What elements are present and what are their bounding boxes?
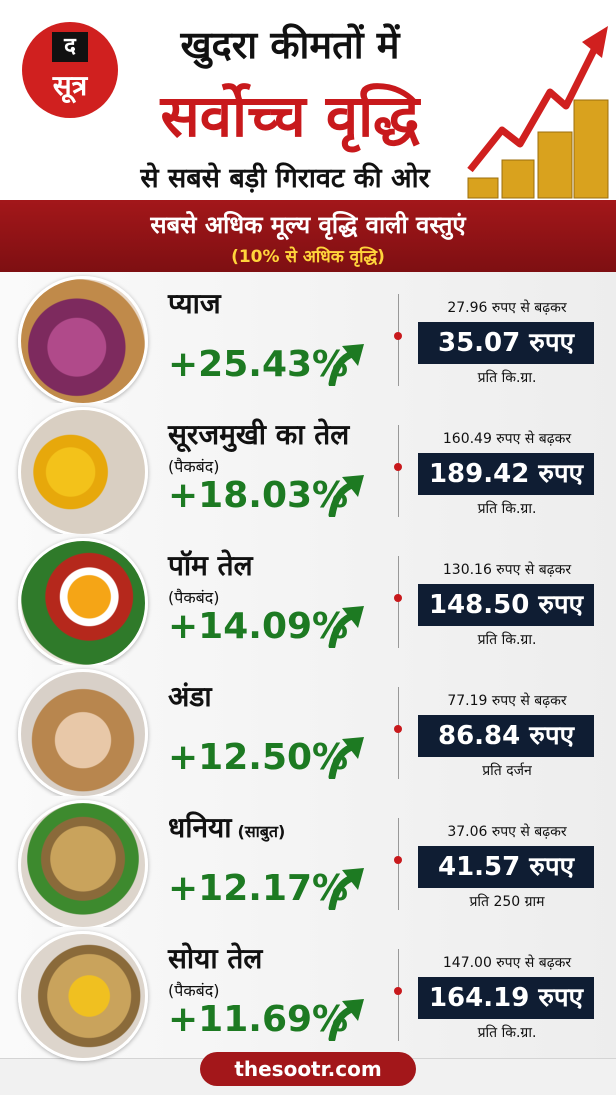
price-to: 148.50 रुपए [418,584,594,626]
item-row: सूरजमुखी का तेल (पैकबंद) +18.03% 160.49 रुप… [0,403,616,537]
item-row: सोया तेल (पैकबंद) +11.69% 147.00 रुपए से बढ… [0,927,616,1061]
item-name-text: धनिया [168,811,232,844]
footer-site: thesootr.com [200,1052,416,1086]
divider-dot [394,332,402,340]
item-change: +11.69% [168,999,349,1040]
item-image [18,669,148,799]
item-change: +25.43% [168,344,349,385]
up-arrow [328,868,364,910]
price-to: 35.07 रुपए [418,322,594,364]
divider-dot [394,856,402,864]
up-arrow [328,344,364,386]
item-image [18,538,148,668]
price-to: 164.19 रुपए [418,977,594,1019]
item-name: पॉम तेल [168,546,253,584]
item-name-text: सूरजमुखी का तेल [168,418,350,451]
up-arrow [328,475,364,517]
item-note: (पैकबंद) [168,457,220,476]
price-from: 77.19 रुपए से बढ़कर [447,693,567,709]
item-change: +12.17% [168,868,349,909]
price-unit: प्रति दर्जन [482,763,532,779]
divider-dot [394,725,402,733]
item-change: +18.03% [168,475,349,516]
logo-top: द [52,32,88,62]
item-name-text: प्याज [168,287,221,320]
logo: द सूत्र [22,22,118,118]
price-from: 130.16 रुपए से बढ़कर [442,562,572,578]
item-name: प्याज [168,284,221,322]
divider [398,949,399,1041]
divider [398,294,399,386]
item-row: प्याज +25.43% 27.96 रुपए से बढ़कर 35.07 रुप… [0,272,616,406]
item-image [18,276,148,406]
item-name-text: पॉम तेल [168,549,253,582]
item-name: सूरजमुखी का तेल [168,415,349,453]
price-unit: प्रति कि.ग्रा. [477,501,537,517]
price-unit: प्रति कि.ग्रा. [477,370,537,386]
price-from: 37.06 रुपए से बढ़कर [447,824,567,840]
divider [398,687,399,779]
item-name-text: अंडा [168,680,212,713]
divider-dot [394,987,402,995]
item-change: +14.09% [168,606,349,647]
banner-title: सबसे अधिक मूल्य वृद्धि वाली वस्तुएं [150,211,466,239]
up-arrow [328,999,364,1041]
divider [398,818,399,910]
price-from: 147.00 रुपए से बढ़कर [442,955,572,971]
item-name-note: (साबुत) [237,822,286,841]
item-change: +12.50% [168,737,349,778]
item-image [18,931,148,1061]
item-name: धनिया (साबुत) [168,808,285,846]
item-name-text: सोया तेल [168,942,263,975]
item-note: (पैकबंद) [168,981,220,1000]
divider-dot [394,463,402,471]
price-unit: प्रति कि.ग्रा. [477,1025,537,1041]
banner: सबसे अधिक मूल्य वृद्धि वाली वस्तुएं (10%… [0,200,616,272]
price-from: 160.49 रुपए से बढ़कर [442,431,572,447]
title-line: से सबसे बड़ी गिरावट की ओर [140,163,430,194]
title-main: सर्वोच्च वृद्धि [160,82,420,150]
banner-subtitle: (10% से अधिक वृद्धि) [231,247,385,267]
price-to: 86.84 रुपए [418,715,594,757]
header: द सूत्र खुदरा कीमतों में सर्वोच्च वृद्धि… [0,0,616,200]
item-name: सोया तेल [168,939,262,977]
item-note: (पैकबंद) [168,588,220,607]
up-arrow [328,737,364,779]
item-row: पॉम तेल (पैकबंद) +14.09% 130.16 रुपए से बढ़… [0,534,616,668]
title-line: खुदरा कीमतों में [180,23,400,67]
price-to: 41.57 रुपए [418,846,594,888]
item-name: अंडा [168,677,212,715]
price-unit: प्रति कि.ग्रा. [477,632,537,648]
item-row: धनिया (साबुत) +12.17% 37.06 रुपए से बढ़कर 41… [0,796,616,930]
divider [398,425,399,517]
item-image [18,800,148,930]
item-image [18,407,148,537]
divider [398,556,399,648]
coins-graphic [467,26,609,199]
up-arrow [328,606,364,648]
price-to: 189.42 रुपए [418,453,594,495]
price-from: 27.96 रुपए से बढ़कर [447,300,567,316]
logo-bottom: सूत्र [52,69,88,102]
divider-dot [394,594,402,602]
item-row: अंडा +12.50% 77.19 रुपए से बढ़कर 86.84 रुपए… [0,665,616,799]
price-unit: प्रति 250 ग्राम [469,894,545,910]
